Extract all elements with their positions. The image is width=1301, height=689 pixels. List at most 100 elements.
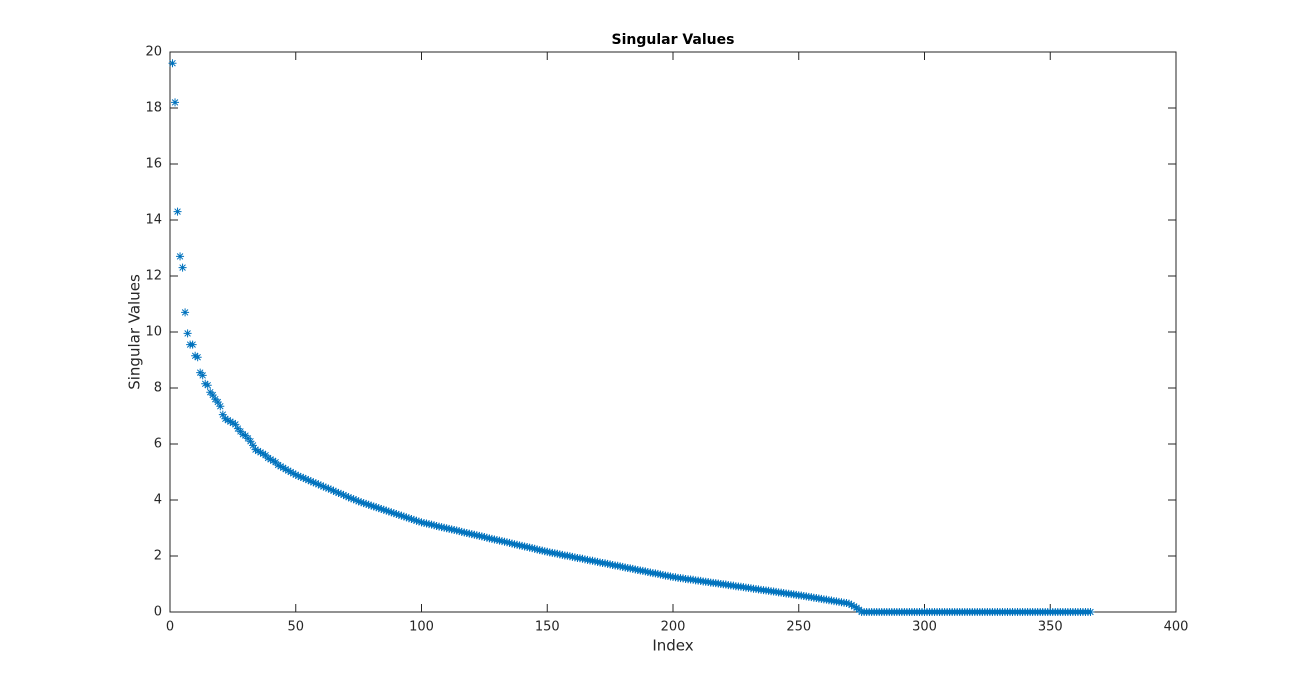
point: [176, 252, 185, 261]
point: [422, 519, 431, 528]
point: [643, 567, 652, 576]
point: [188, 340, 197, 349]
point: [621, 563, 630, 572]
point: [306, 477, 315, 486]
point: [603, 559, 612, 568]
point: [246, 437, 255, 446]
x-tick-label: 250: [786, 620, 811, 635]
point: [538, 546, 547, 555]
point: [319, 482, 328, 491]
point: [482, 533, 491, 542]
point: [178, 263, 187, 272]
x-tick-label: 100: [409, 620, 434, 635]
point: [714, 579, 723, 588]
y-axis-label: Singular Values: [126, 274, 144, 390]
point: [618, 562, 627, 571]
point: [221, 414, 230, 423]
point: [238, 430, 247, 439]
point: [563, 551, 572, 560]
point: [392, 510, 401, 518]
point: [266, 455, 275, 464]
point: [384, 507, 393, 516]
point: [530, 544, 539, 553]
point: [397, 511, 406, 520]
point: [460, 528, 469, 537]
point: [427, 520, 436, 529]
point: [352, 496, 361, 505]
point: [746, 584, 755, 593]
point: [326, 485, 335, 494]
point: [364, 500, 373, 509]
point: [331, 487, 340, 496]
point: [420, 518, 429, 527]
point: [518, 541, 527, 550]
point: [789, 590, 798, 599]
point: [399, 512, 408, 521]
point: [231, 420, 240, 429]
point: [575, 554, 584, 563]
point: [591, 557, 600, 566]
point: [802, 592, 811, 601]
point: [425, 520, 434, 529]
point: [666, 572, 675, 581]
point: [337, 489, 346, 498]
x-tick-label: 200: [661, 620, 686, 635]
point: [357, 498, 366, 507]
point: [555, 550, 564, 559]
point: [367, 501, 376, 510]
point: [837, 598, 846, 607]
point: [450, 525, 459, 534]
point: [633, 566, 642, 574]
point: [628, 564, 637, 573]
point: [689, 575, 698, 584]
x-tick-label: 150: [535, 620, 560, 635]
y-tick-label: 20: [145, 45, 162, 60]
point: [626, 564, 635, 573]
point: [281, 465, 290, 474]
point: [284, 466, 293, 475]
y-tick-label: 16: [145, 157, 162, 172]
point: [535, 546, 544, 555]
point: [414, 517, 423, 526]
point: [437, 523, 446, 532]
point: [289, 469, 298, 478]
point: [472, 531, 481, 540]
point: [508, 539, 517, 548]
point: [311, 479, 320, 488]
point: [764, 586, 773, 595]
point: [359, 499, 368, 508]
point: [407, 515, 416, 524]
point: [739, 583, 748, 592]
point: [754, 585, 763, 594]
point: [467, 530, 476, 539]
point: [578, 554, 587, 563]
point: [354, 497, 363, 506]
point: [729, 581, 738, 590]
point: [362, 499, 371, 508]
point: [432, 522, 441, 531]
point: [543, 547, 552, 556]
point: [296, 473, 305, 482]
point: [409, 515, 418, 524]
y-tick-label: 8: [154, 381, 162, 396]
point: [850, 602, 859, 611]
point: [523, 543, 532, 552]
y-tick-label: 14: [145, 213, 162, 228]
point: [173, 207, 182, 216]
x-tick-label: 50: [287, 620, 304, 635]
point: [513, 540, 522, 549]
y-tick-label: 12: [145, 269, 162, 284]
y-tick-label: 6: [154, 437, 162, 452]
point: [520, 542, 529, 551]
point: [616, 562, 625, 571]
point: [412, 516, 421, 525]
point: [470, 530, 479, 539]
point: [339, 490, 348, 499]
point: [845, 599, 854, 608]
y-tick-label: 4: [154, 493, 162, 508]
point: [497, 537, 506, 546]
point: [817, 594, 826, 603]
point: [515, 541, 524, 550]
y-tick-label: 10: [145, 325, 162, 340]
point: [533, 545, 542, 554]
